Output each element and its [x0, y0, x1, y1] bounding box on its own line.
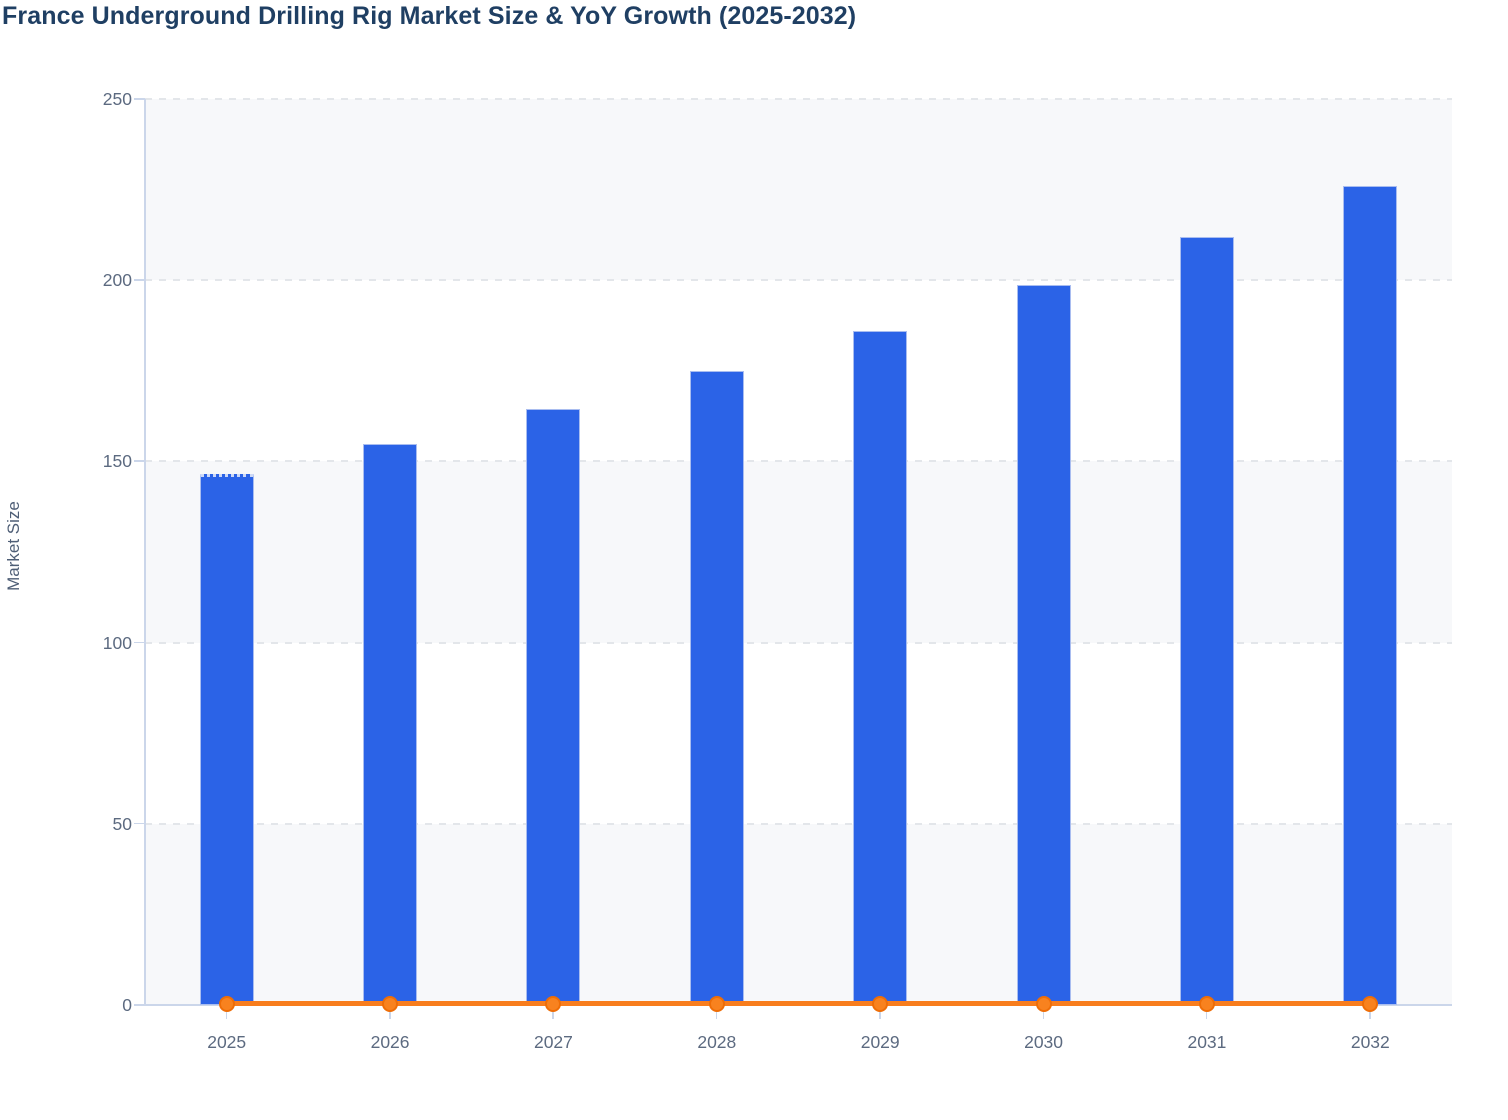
y-axis-title: Market Size	[4, 501, 23, 591]
x-axis-tick-label: 2027	[533, 1032, 573, 1052]
plot-background-band	[145, 99, 1452, 281]
plot-background-band	[145, 823, 1452, 1005]
yoy-growth-marker-2029[interactable]	[872, 995, 889, 1012]
y-axis-tickmark	[134, 460, 145, 462]
x-axis-tickmark	[1369, 1006, 1371, 1019]
x-axis-tick-label: 2032	[1350, 1032, 1390, 1052]
plot-background-band	[145, 461, 1452, 643]
y-axis-tick-label: 250	[102, 89, 132, 109]
y-axis-tick-label: 200	[102, 270, 132, 291]
bar-market-size-2026[interactable]	[363, 444, 418, 1005]
yoy-growth-marker-2032[interactable]	[1362, 995, 1379, 1012]
y-axis-line	[144, 99, 146, 1005]
y-axis-tick-label: 0	[122, 995, 132, 1015]
x-axis-tickmark	[1205, 1006, 1208, 1019]
yoy-growth-marker-2031[interactable]	[1198, 995, 1215, 1012]
x-axis-tick-label: 2031	[1187, 1032, 1227, 1052]
x-axis-tickmark	[225, 1006, 228, 1019]
x-axis-tick-label: 2029	[860, 1032, 900, 1052]
yoy-growth-marker-2027[interactable]	[545, 995, 562, 1012]
bar-market-size-2025[interactable]	[199, 474, 254, 1005]
bar-market-size-2027[interactable]	[526, 409, 581, 1005]
x-axis-tickmark	[552, 1006, 554, 1019]
bar-market-size-2028[interactable]	[689, 370, 744, 1005]
x-axis-tick-label: 2025	[207, 1032, 247, 1052]
x-axis-tick-label: 2030	[1024, 1032, 1064, 1052]
plot-background-band	[145, 280, 1452, 462]
gridline	[145, 641, 1452, 644]
gridline	[145, 822, 1452, 825]
x-axis-tick-label: 2028	[697, 1032, 737, 1052]
yoy-growth-marker-2030[interactable]	[1035, 995, 1052, 1012]
y-axis-tickmark	[134, 98, 145, 100]
gridline	[145, 98, 1452, 100]
y-axis-tickmark	[134, 1004, 145, 1006]
gridline	[145, 279, 1452, 282]
yoy-growth-marker-2028[interactable]	[708, 995, 725, 1012]
y-axis-tick-label: 50	[112, 813, 132, 834]
bar-market-size-2032[interactable]	[1343, 186, 1398, 1005]
y-axis-tickmark	[134, 822, 145, 825]
bar-market-size-2030[interactable]	[1016, 284, 1071, 1005]
x-axis-tickmark	[879, 1006, 881, 1019]
y-axis-tickmark	[134, 641, 145, 644]
y-axis-tick-label: 150	[102, 451, 132, 472]
y-axis-tick-label: 100	[102, 632, 132, 653]
y-axis-tickmark	[134, 279, 145, 281]
plot-background-band	[145, 642, 1452, 824]
gridline	[145, 460, 1452, 463]
x-axis-tickmark	[715, 1006, 718, 1019]
x-axis-tickmark	[1042, 1006, 1045, 1019]
bar-market-size-2031[interactable]	[1179, 237, 1234, 1005]
bar-market-size-2029[interactable]	[853, 330, 908, 1005]
chart-title: France Underground Drilling Rig Market S…	[2, 2, 857, 30]
yoy-growth-marker-2026[interactable]	[382, 995, 399, 1012]
x-axis-tickmark	[389, 1006, 391, 1019]
x-axis-tick-label: 2026	[370, 1032, 410, 1052]
yoy-growth-marker-2025[interactable]	[218, 995, 235, 1012]
yoy-growth-line	[226, 1001, 1371, 1006]
